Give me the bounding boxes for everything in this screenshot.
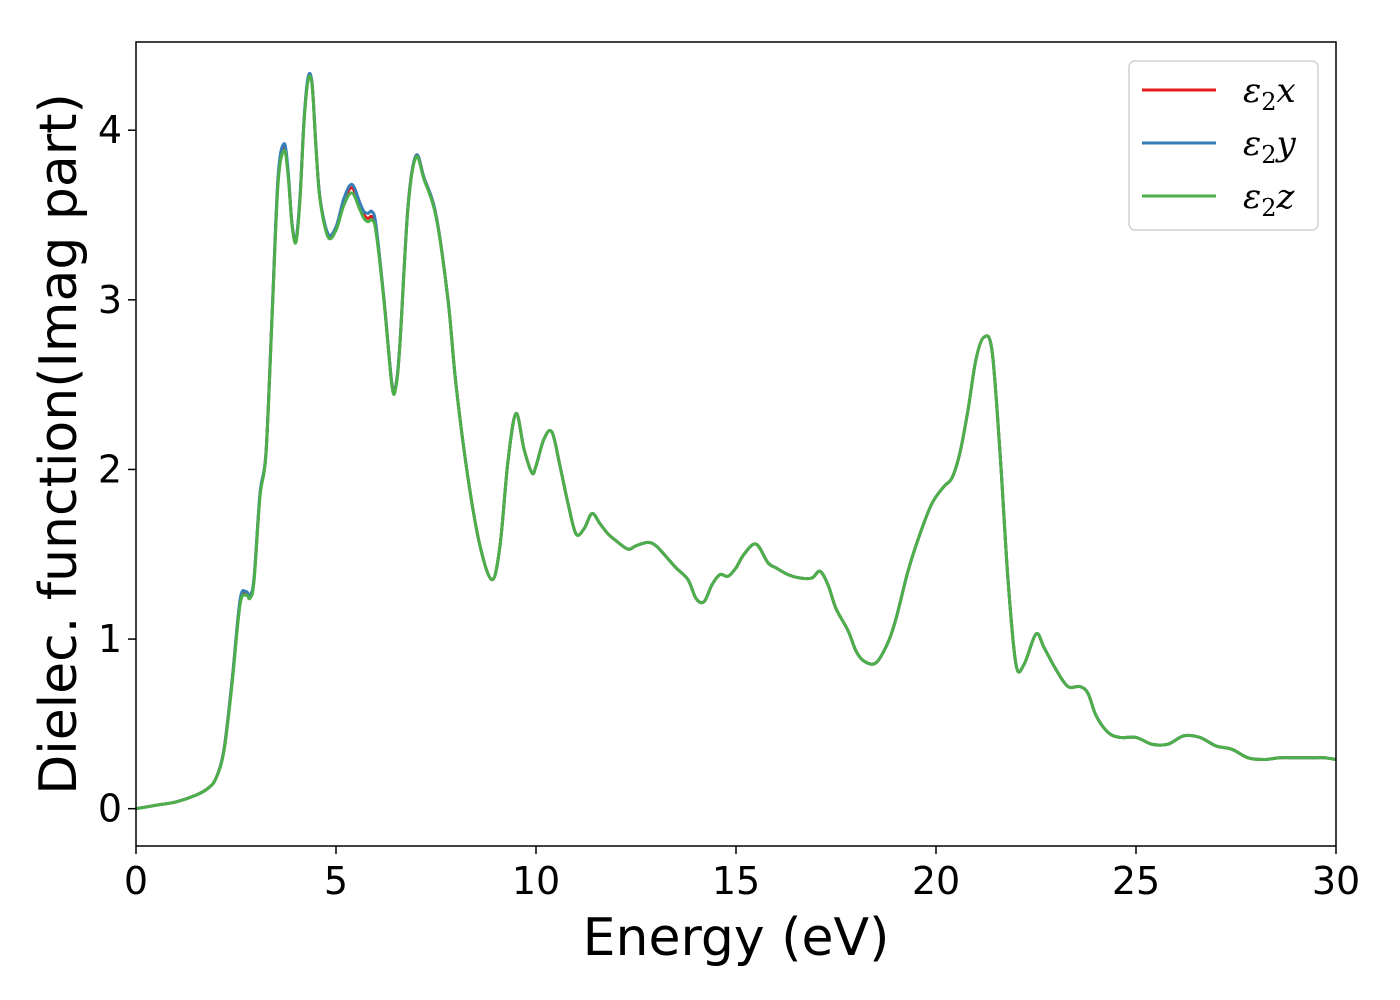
legend-label-y: ε2y [1243, 124, 1297, 169]
x-tick-label: 15 [712, 859, 760, 903]
legend-label-x: ε2x [1243, 71, 1296, 116]
series-line-z [136, 74, 1336, 811]
x-tick-label: 10 [512, 859, 560, 903]
series-layer [136, 71, 1336, 811]
legend-frame [1128, 60, 1319, 231]
x-tick-label: 20 [912, 859, 960, 903]
legend: ε2x ε2y ε2z [1128, 60, 1319, 231]
x-tick-label: 30 [1312, 859, 1360, 903]
y-tick-label: 2 [98, 447, 122, 491]
x-axis-title: Energy (eV) [583, 908, 890, 968]
x-tick-label: 25 [1112, 859, 1160, 903]
y-axis: 0 1 2 3 4 [98, 108, 136, 831]
y-axis-title: Dielec. function(Imag part) [29, 93, 89, 795]
x-tick-label: 0 [124, 859, 148, 903]
y-tick-label: 1 [98, 617, 122, 661]
x-tick-label: 5 [324, 859, 348, 903]
legend-label-z: ε2z [1243, 177, 1296, 222]
y-tick-label: 4 [98, 108, 122, 152]
x-axis: 0 5 10 15 20 25 30 [124, 846, 1360, 903]
y-tick-label: 3 [98, 278, 122, 322]
y-tick-label: 0 [98, 787, 122, 831]
